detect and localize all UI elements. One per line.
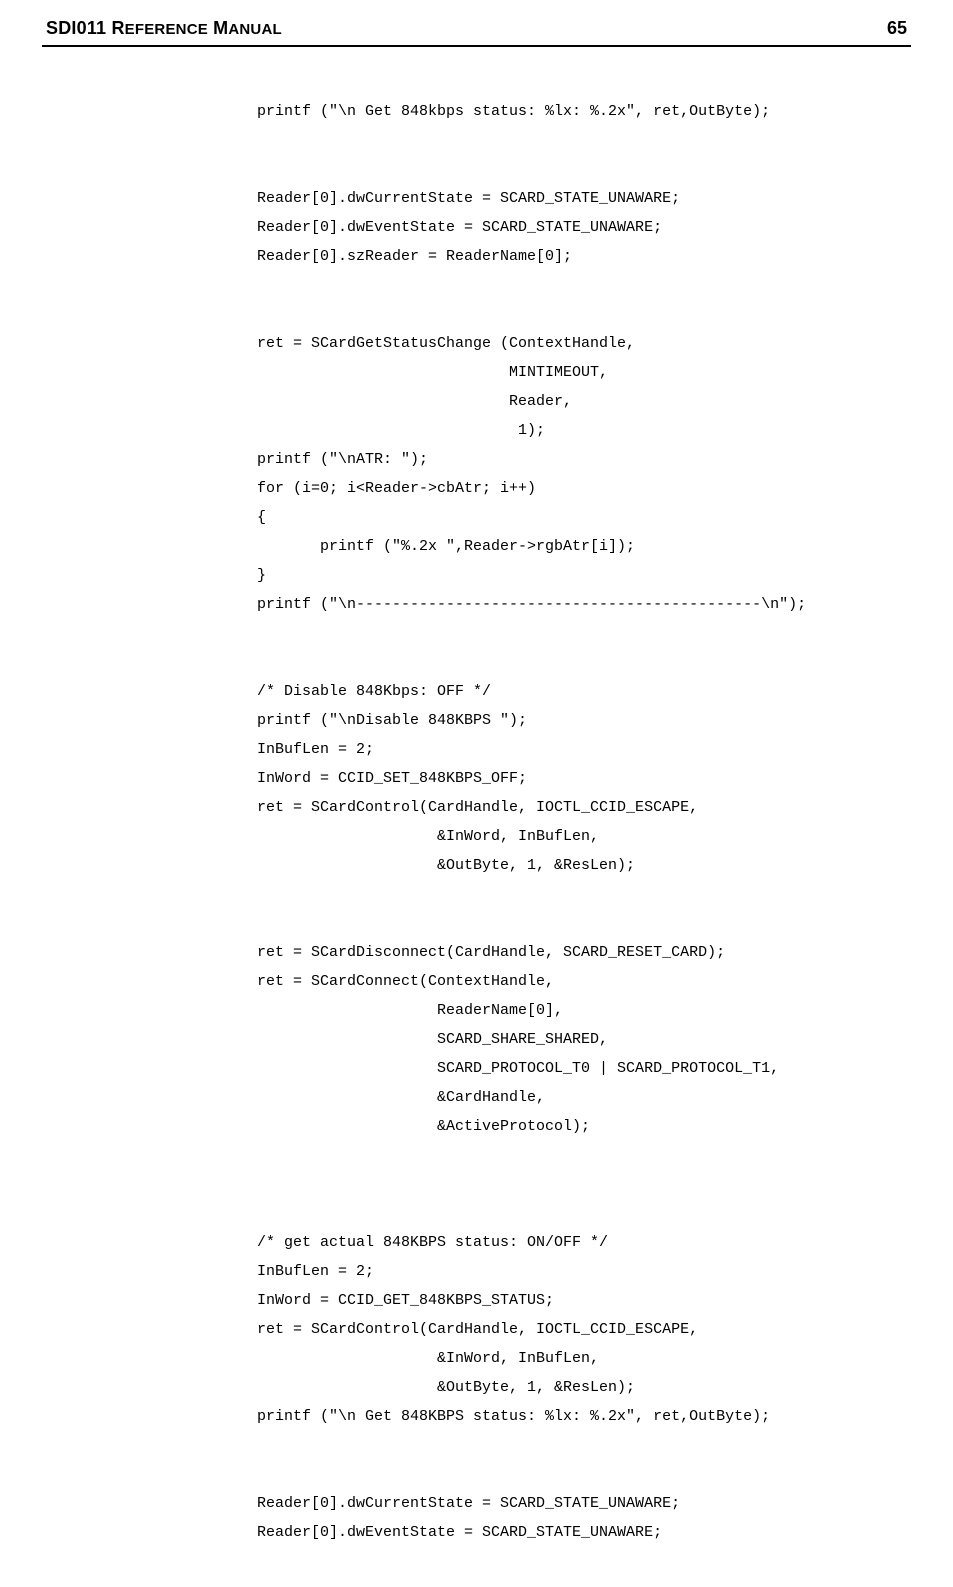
code-listing: printf ("\n Get 848kbps status: %lx: %.2…: [257, 97, 911, 1547]
page-number: 65: [887, 18, 907, 39]
title-part-rest1: EFERENCE: [125, 21, 208, 38]
page-header: SDI011 REFERENCE MANUAL 65: [42, 18, 911, 43]
title-part-rest2: ANUAL: [228, 21, 282, 38]
page: SDI011 REFERENCE MANUAL 65 printf ("\n G…: [0, 0, 953, 1587]
title-part-space: M: [208, 18, 228, 38]
doc-title: SDI011 REFERENCE MANUAL: [46, 18, 282, 39]
title-part-main: SDI011 R: [46, 18, 125, 38]
header-divider: [42, 45, 911, 47]
